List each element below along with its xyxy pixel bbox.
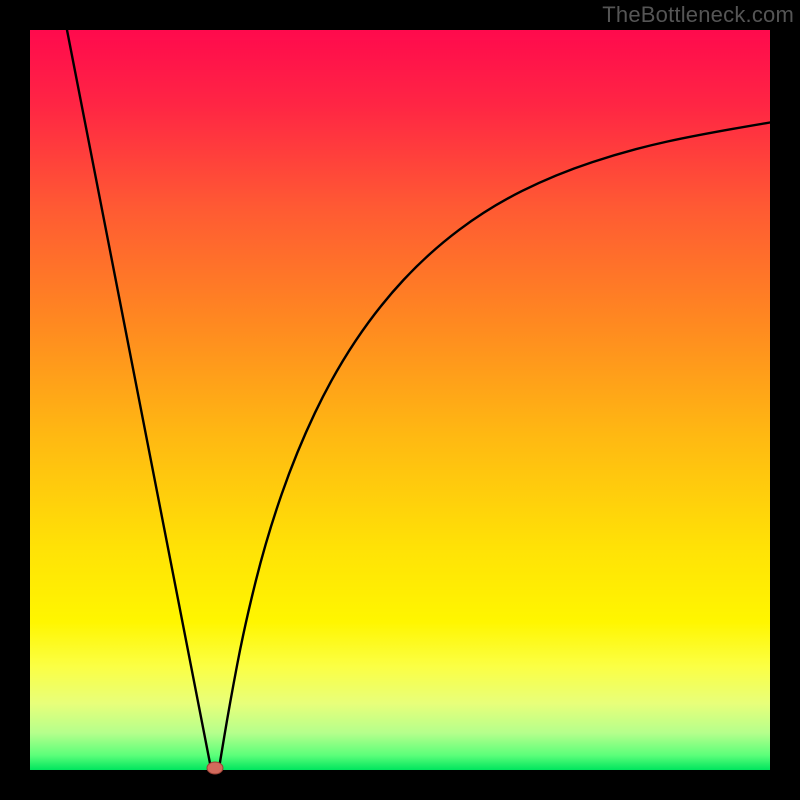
bottleneck-chart: [0, 0, 800, 800]
watermark-label: TheBottleneck.com: [602, 2, 794, 28]
optimal-point-marker: [207, 762, 223, 774]
plot-gradient-background: [30, 30, 770, 770]
